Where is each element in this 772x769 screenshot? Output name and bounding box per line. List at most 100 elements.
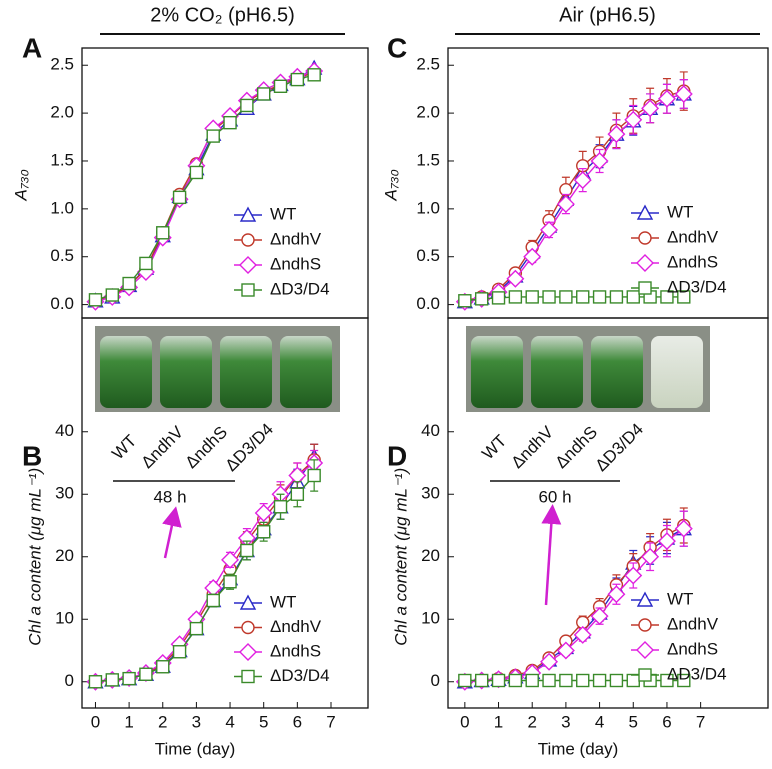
y-tick-label: 20 xyxy=(55,546,74,565)
data-point xyxy=(660,673,674,688)
data-point xyxy=(674,84,693,103)
y-tick-label: 1.0 xyxy=(50,198,74,217)
y-tick-label: 20 xyxy=(421,546,440,565)
photo-label: WT xyxy=(478,431,510,463)
data-point xyxy=(542,290,556,304)
data-point xyxy=(626,290,640,304)
legend-label: ΔndhV xyxy=(667,614,719,633)
y-axis-label: A₇₃₀ xyxy=(381,169,400,201)
y-tick-label: 0.0 xyxy=(50,294,74,313)
y-tick-label: 1.0 xyxy=(416,198,440,217)
panel-letter: B xyxy=(22,440,42,471)
data-point xyxy=(474,673,489,688)
data-point xyxy=(307,468,321,483)
legend-marker xyxy=(636,254,654,272)
legend-label: ΔndhS xyxy=(667,639,718,658)
data-point xyxy=(508,290,523,304)
legend-marker xyxy=(241,283,255,297)
data-point xyxy=(556,195,575,214)
panel-letter: C xyxy=(387,32,407,63)
x-tick-label: 3 xyxy=(561,712,570,731)
y-tick-label: 2.0 xyxy=(416,103,440,122)
panel-letter: A xyxy=(22,32,42,63)
legend-marker xyxy=(241,669,255,684)
data-point xyxy=(508,673,523,688)
data-point xyxy=(221,550,240,569)
legend-label: ΔD3/D4 xyxy=(270,279,330,298)
photo-label: WT xyxy=(108,431,140,463)
data-point xyxy=(576,673,590,688)
data-point xyxy=(641,99,660,118)
x-tick-label: 5 xyxy=(629,712,638,731)
y-axis-label: Chl a content (μg mL⁻¹) xyxy=(391,468,410,646)
y-axis-label: A₇₃₀ xyxy=(11,169,30,201)
legend-label: WT xyxy=(667,589,693,608)
data-point xyxy=(624,110,643,129)
y-tick-label: 2.0 xyxy=(50,103,74,122)
column-header: Air (pH6.5) xyxy=(559,4,656,26)
x-tick-label: 3 xyxy=(192,712,201,731)
data-point xyxy=(657,532,676,551)
legend-label: WT xyxy=(667,202,693,221)
data-point xyxy=(491,673,506,688)
series-line xyxy=(464,93,684,303)
legend-label: ΔD3/D4 xyxy=(667,277,727,296)
data-point xyxy=(540,652,559,671)
y-axis-label: Chl a content (μg mL⁻¹) xyxy=(25,468,44,646)
photo-left xyxy=(95,326,340,412)
data-point xyxy=(592,290,607,304)
photo-label: ΔD3/D4 xyxy=(592,420,648,476)
data-point xyxy=(256,87,271,101)
x-tick-label: 7 xyxy=(326,712,335,731)
data-point xyxy=(677,290,691,304)
data-point xyxy=(573,625,592,644)
y-tick-label: 0.0 xyxy=(416,294,440,313)
x-tick-label: 7 xyxy=(696,712,705,731)
data-point xyxy=(674,519,693,538)
y-tick-label: 40 xyxy=(421,421,440,440)
data-point xyxy=(458,294,472,308)
x-tick-label: 2 xyxy=(527,712,536,731)
legend-marker xyxy=(638,668,652,682)
data-point xyxy=(559,290,573,304)
data-point xyxy=(590,607,609,626)
legend-label: WT xyxy=(270,204,296,223)
data-point xyxy=(223,575,237,589)
legend-label: ΔndhS xyxy=(270,641,321,660)
data-point xyxy=(254,504,273,522)
data-point xyxy=(240,98,254,113)
x-tick-label: 1 xyxy=(124,712,133,731)
x-axis-label: Time (day) xyxy=(155,739,236,758)
data-point xyxy=(458,673,472,688)
y-tick-label: 0 xyxy=(431,671,440,690)
data-point xyxy=(122,671,136,686)
data-point xyxy=(122,276,136,291)
data-point xyxy=(607,585,626,604)
legend-marker xyxy=(239,256,257,274)
y-tick-label: 1.5 xyxy=(416,150,440,169)
plot-frame xyxy=(81,317,369,709)
x-tick-label: 0 xyxy=(460,712,469,731)
legend-label: ΔD3/D4 xyxy=(270,666,330,685)
y-tick-label: 0 xyxy=(65,671,74,690)
legend-marker xyxy=(239,594,257,610)
x-tick-label: 2 xyxy=(158,712,167,731)
photo-label: ΔndhV xyxy=(138,422,188,472)
y-tick-label: 40 xyxy=(55,421,74,440)
data-point xyxy=(223,115,237,130)
data-point xyxy=(559,673,573,688)
data-point xyxy=(156,660,170,674)
legend-label: WT xyxy=(270,592,296,611)
data-point xyxy=(290,487,305,501)
arrow xyxy=(162,506,182,559)
data-point xyxy=(189,165,204,180)
data-point xyxy=(609,673,624,688)
panel-letter: D xyxy=(387,440,407,471)
data-point xyxy=(556,641,575,660)
data-point xyxy=(624,566,643,585)
data-point xyxy=(172,645,187,659)
series-line xyxy=(464,93,684,303)
data-point xyxy=(105,288,119,302)
legend-label: ΔndhV xyxy=(270,617,322,636)
